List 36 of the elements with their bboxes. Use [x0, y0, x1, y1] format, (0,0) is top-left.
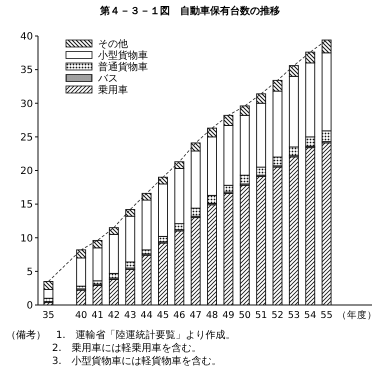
- x-tick-label: 41: [91, 310, 104, 321]
- x-tick-label: 43: [124, 310, 136, 321]
- legend-label: 小型貨物車: [98, 50, 148, 62]
- x-tick-label: 35: [42, 310, 54, 321]
- x-tick-label: 47: [190, 310, 202, 321]
- x-tick-label: 42: [108, 310, 120, 321]
- y-tick-label: 30: [20, 98, 33, 110]
- legend-label: 普通貨物車: [98, 61, 148, 73]
- y-tick-label: 0: [26, 300, 33, 312]
- x-tick-label: 45: [156, 310, 169, 321]
- y-tick-label: 15: [20, 200, 33, 211]
- x-axis-title: （年度）: [337, 309, 377, 321]
- x-tick-label: 51: [255, 310, 268, 321]
- x-tick-label: 50: [238, 310, 251, 321]
- y-tick-label: 25: [20, 132, 33, 144]
- y-tick-label: 35: [20, 65, 33, 76]
- x-tick-label: 54: [304, 310, 316, 321]
- y-tick-label: 10: [20, 233, 33, 244]
- x-tick-label: 52: [271, 310, 284, 321]
- x-tick-label: 46: [173, 310, 186, 321]
- x-tick-label: 53: [288, 310, 300, 321]
- x-tick-label: 55: [320, 310, 333, 321]
- x-tick-label: 49: [222, 310, 234, 321]
- legend-label: 乗用車: [98, 84, 128, 96]
- chart-title: 第４－３－１図 自動車保有台数の推移: [99, 5, 280, 17]
- legend-label: その他: [98, 38, 128, 50]
- x-tick-label: 48: [206, 310, 218, 321]
- y-tick-label: 20: [20, 166, 33, 177]
- text: 2. 乗用車には軽乗用車を含む。: [52, 342, 202, 354]
- x-tick-label: 44: [140, 310, 153, 321]
- y-tick-label: 5: [26, 266, 33, 278]
- x-tick-label: 40: [75, 310, 88, 321]
- legend-label: バス: [97, 74, 118, 84]
- y-tick-label: 40: [20, 32, 33, 42]
- text: 3. 小型貨物車には軽貨物車を含む。: [52, 355, 222, 367]
- text: （備考） 1. 運輸省「陸運統計要覧」より作成。: [6, 329, 236, 341]
